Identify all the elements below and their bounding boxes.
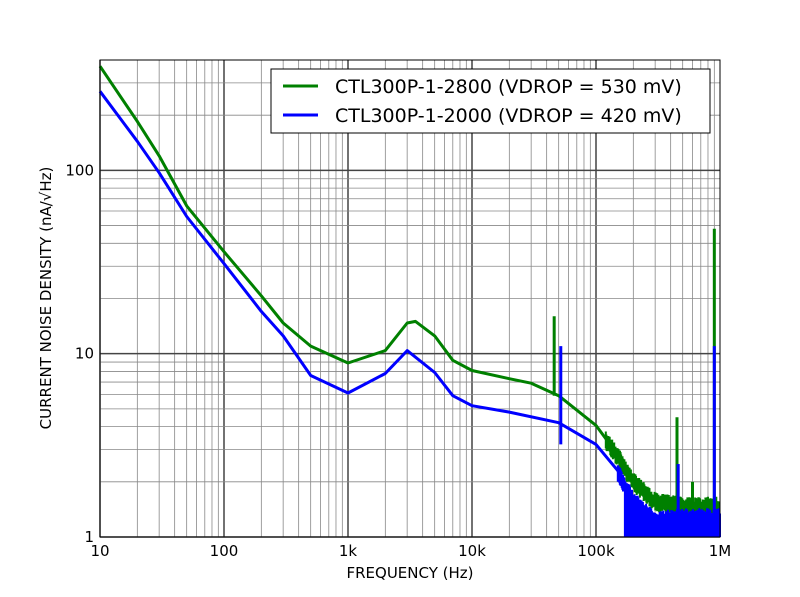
y-tick-label: 100 — [65, 161, 94, 179]
x-tick-label: 1M — [709, 542, 732, 560]
legend-label-2000: CTL300P-1-2000 (VDROP = 420 mV) — [335, 105, 682, 127]
x-tick-label: 100 — [210, 542, 239, 560]
noise-band-0 — [606, 432, 720, 517]
y-tick-label: 10 — [75, 345, 94, 363]
y-axis-label: CURRENT NOISE DENSITY (nA/√Hz) — [37, 167, 55, 430]
legend: CTL300P-1-2800 (VDROP = 530 mV) CTL300P-… — [271, 69, 710, 133]
x-tick-label: 1k — [339, 542, 358, 560]
y-tick-label: 1 — [84, 528, 94, 546]
x-tick-label: 10k — [458, 542, 486, 560]
legend-label-2800: CTL300P-1-2800 (VDROP = 530 mV) — [335, 76, 682, 98]
series-lines — [100, 66, 720, 537]
series-line-1 — [100, 91, 720, 519]
x-tick-label: 100k — [577, 542, 615, 560]
x-axis-label: FREQUENCY (Hz) — [346, 564, 473, 582]
